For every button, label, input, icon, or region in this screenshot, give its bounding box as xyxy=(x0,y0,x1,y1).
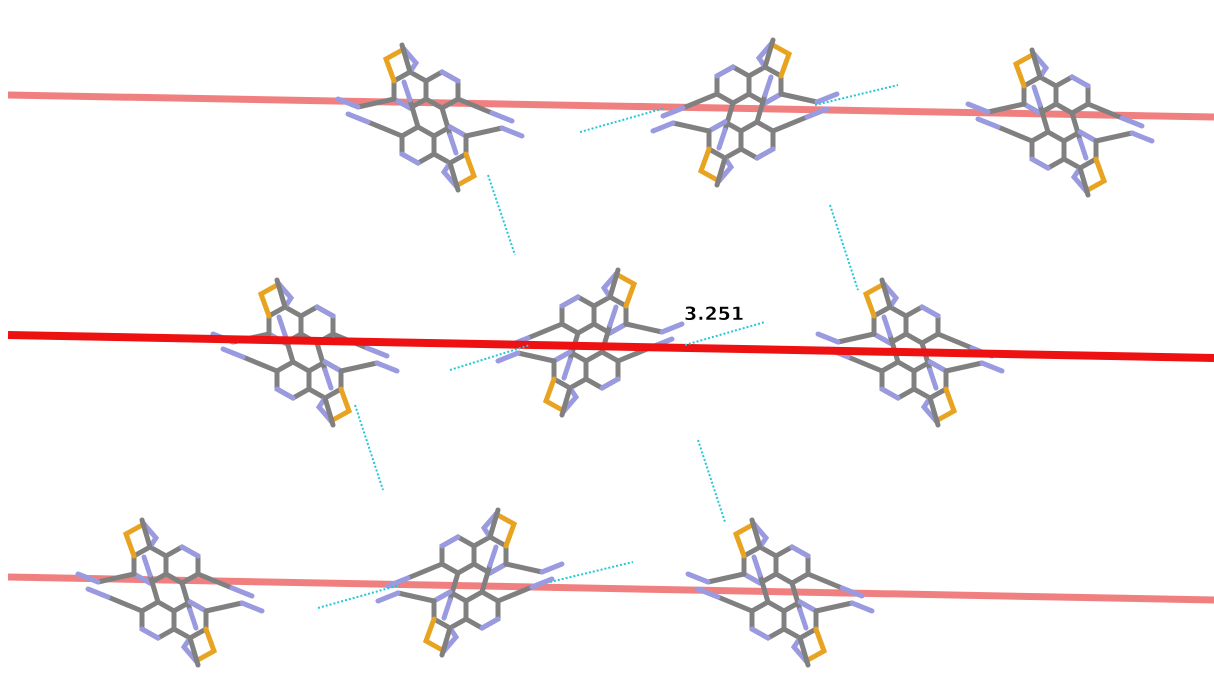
crystal-packing-view: 3.251 xyxy=(0,0,1214,680)
plane-line xyxy=(8,95,1214,117)
molecule-pair xyxy=(338,45,522,190)
molecule-pair xyxy=(78,520,262,665)
molecule-pair xyxy=(968,50,1152,195)
molecule-pair xyxy=(213,280,397,425)
contact xyxy=(580,108,665,132)
contact xyxy=(698,440,725,522)
contact xyxy=(355,405,383,490)
contact xyxy=(488,175,515,255)
contact xyxy=(685,322,765,345)
contact xyxy=(830,205,858,290)
contact xyxy=(815,85,898,105)
contact xyxy=(450,345,530,370)
distance-label: 3.251 xyxy=(684,303,744,325)
